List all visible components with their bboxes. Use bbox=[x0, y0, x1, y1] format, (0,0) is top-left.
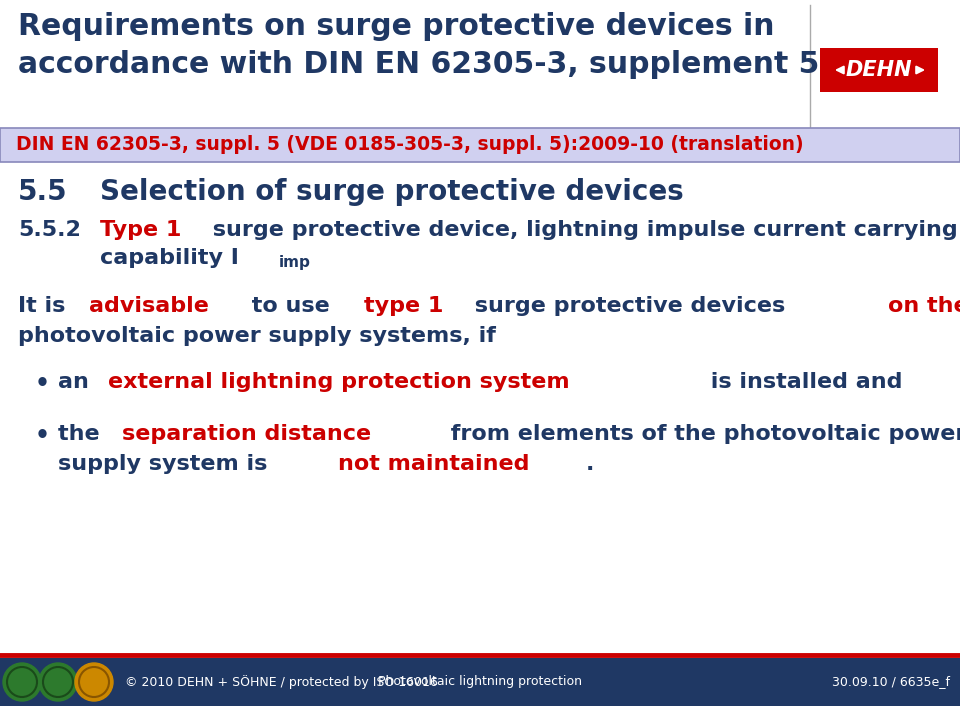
Text: 5.5.2: 5.5.2 bbox=[18, 220, 81, 240]
Circle shape bbox=[75, 663, 113, 701]
Text: is installed and: is installed and bbox=[704, 372, 903, 392]
Text: not maintained: not maintained bbox=[338, 454, 530, 474]
Text: DIN EN 62305-3, suppl. 5 (VDE 0185-305-3, suppl. 5):2009-10 (translation): DIN EN 62305-3, suppl. 5 (VDE 0185-305-3… bbox=[16, 136, 804, 155]
Text: supply system is: supply system is bbox=[58, 454, 276, 474]
Text: Selection of surge protective devices: Selection of surge protective devices bbox=[100, 178, 684, 206]
Text: advisable: advisable bbox=[89, 296, 209, 316]
Bar bbox=[820, 48, 938, 92]
Bar bbox=[0, 128, 960, 162]
Text: to use: to use bbox=[244, 296, 337, 316]
Text: 30.09.10 / 6635e_f: 30.09.10 / 6635e_f bbox=[832, 676, 950, 688]
Text: capability I: capability I bbox=[100, 248, 239, 268]
Text: photovoltaic power supply systems, if: photovoltaic power supply systems, if bbox=[18, 326, 496, 346]
Text: separation distance: separation distance bbox=[122, 424, 371, 444]
Text: surge protective device, lightning impulse current carrying: surge protective device, lightning impul… bbox=[205, 220, 958, 240]
Text: on the d.c. side: on the d.c. side bbox=[887, 296, 960, 316]
Text: type 1: type 1 bbox=[365, 296, 444, 316]
Text: DEHN: DEHN bbox=[846, 60, 912, 80]
Text: Photovoltaic lightning protection: Photovoltaic lightning protection bbox=[378, 676, 582, 688]
Text: .: . bbox=[586, 454, 593, 474]
Circle shape bbox=[3, 663, 41, 701]
Text: Type 1: Type 1 bbox=[100, 220, 181, 240]
Bar bbox=[0, 658, 960, 706]
Text: •: • bbox=[35, 372, 50, 396]
Text: the: the bbox=[58, 424, 108, 444]
Text: an: an bbox=[58, 372, 97, 392]
Text: Requirements on surge protective devices in: Requirements on surge protective devices… bbox=[18, 12, 775, 41]
Text: surge protective devices: surge protective devices bbox=[467, 296, 793, 316]
Text: from elements of the photovoltaic power: from elements of the photovoltaic power bbox=[444, 424, 960, 444]
Text: external lightning protection system: external lightning protection system bbox=[108, 372, 569, 392]
Text: It is: It is bbox=[18, 296, 73, 316]
Text: •: • bbox=[35, 424, 50, 448]
Text: © 2010 DEHN + SÖHNE / protected by ISO 16016: © 2010 DEHN + SÖHNE / protected by ISO 1… bbox=[125, 675, 438, 689]
Text: imp: imp bbox=[279, 255, 311, 270]
Circle shape bbox=[39, 663, 77, 701]
Text: 5.5: 5.5 bbox=[18, 178, 67, 206]
Text: accordance with DIN EN 62305-3, supplement 5: accordance with DIN EN 62305-3, suppleme… bbox=[18, 50, 820, 79]
